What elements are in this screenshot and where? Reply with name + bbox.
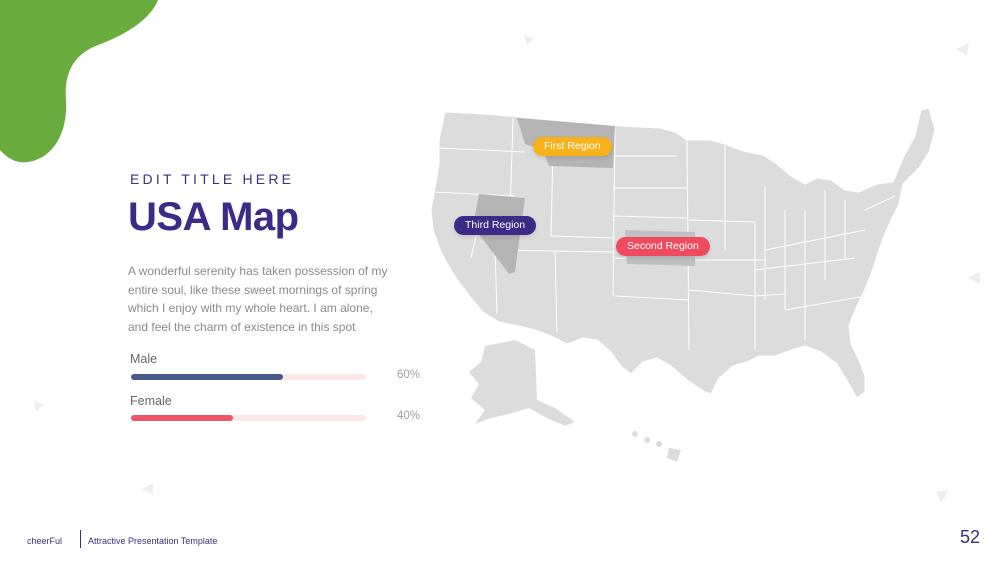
third-region-pill: Third Region xyxy=(454,216,537,235)
alaska-shape xyxy=(469,340,575,426)
decorative-triangle xyxy=(956,43,969,56)
female-bar-label: Female xyxy=(130,394,172,408)
first-region-pill: First Region xyxy=(533,137,612,156)
footer-divider xyxy=(80,530,81,548)
decorative-green-blob xyxy=(0,0,158,163)
male-bar-track xyxy=(131,374,366,380)
female-bar-track xyxy=(131,415,366,421)
hawaii-islands xyxy=(632,431,681,462)
slide-description: A wonderful serenity has taken possessio… xyxy=(128,264,388,334)
female-bar-fill xyxy=(131,415,233,421)
male-bar-label: Male xyxy=(130,352,158,366)
decorative-triangle xyxy=(524,35,534,45)
footer-template-text: Attractive Presentation Template xyxy=(88,536,218,546)
slide-title: USA Map xyxy=(128,195,299,239)
usa-map xyxy=(430,107,936,462)
female-bar-percent: 40% xyxy=(397,410,421,422)
decorative-triangle xyxy=(936,490,949,503)
second-region-pill: Second Region xyxy=(616,237,710,256)
male-bar-fill xyxy=(131,374,284,380)
slide-subtitle: EDIT TITLE HERE xyxy=(130,171,295,187)
decorative-triangle xyxy=(968,271,980,284)
footer-brand: cheerFul xyxy=(27,536,63,546)
decorative-triangle xyxy=(34,400,44,411)
decorative-triangle xyxy=(142,483,153,494)
male-bar-percent: 60% xyxy=(397,369,421,381)
page-number: 52 xyxy=(959,527,980,547)
